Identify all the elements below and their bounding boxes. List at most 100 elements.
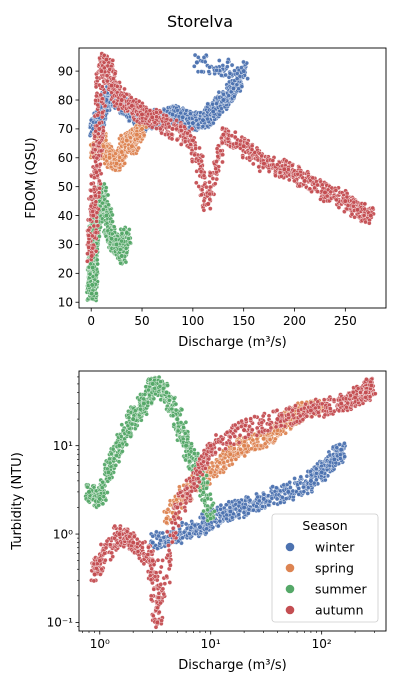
scatter-point <box>338 453 342 457</box>
scatter-point <box>119 261 123 265</box>
turbidity-vs-discharge-plot: 10⁰ 10¹ 10²10⁻¹10⁰10¹Discharge (m³/s)Turbi… <box>10 371 386 673</box>
scatter-point <box>329 190 333 194</box>
scatter-point <box>351 204 355 208</box>
scatter-point <box>95 156 99 160</box>
data-point <box>261 436 266 441</box>
data-point <box>195 60 200 65</box>
scatter-point <box>286 167 290 171</box>
data-point <box>191 121 196 126</box>
data-point <box>104 213 109 218</box>
scatter-point <box>197 146 201 150</box>
scatter-point <box>206 102 210 106</box>
scatter-point <box>184 522 188 526</box>
data-point <box>104 57 109 62</box>
scatter-point <box>232 446 236 450</box>
scatter-point <box>91 209 95 213</box>
scatter-point <box>220 160 224 164</box>
scatter-point <box>94 200 98 204</box>
scatter-point <box>187 121 191 125</box>
scatter-point <box>112 225 116 229</box>
data-point <box>302 179 307 184</box>
scatter-point <box>155 115 159 119</box>
scatter-point <box>274 486 278 490</box>
scatter-point <box>154 110 158 114</box>
scatter-point <box>96 113 100 117</box>
scatter-point <box>158 110 162 114</box>
scatter-point <box>202 174 206 178</box>
scatter-point <box>200 188 204 192</box>
scatter-point <box>179 111 183 115</box>
data-point <box>164 516 169 521</box>
x-tick-label: 150 <box>232 314 255 328</box>
scatter-point <box>297 492 301 496</box>
scatter-point <box>337 205 341 209</box>
scatter-point <box>334 188 338 192</box>
scatter-point <box>100 97 104 101</box>
scatter-point <box>273 174 277 178</box>
scatter-point <box>92 224 96 228</box>
scatter-point <box>230 63 234 67</box>
scatter-point <box>98 186 102 190</box>
data-point <box>282 167 287 172</box>
scatter-point <box>91 246 95 250</box>
data-point <box>89 254 94 259</box>
scatter-point <box>219 73 223 77</box>
scatter-point <box>363 202 367 206</box>
scatter-point <box>215 177 219 181</box>
scatter-point <box>154 126 158 130</box>
data-point <box>369 213 374 218</box>
scatter-point <box>90 234 94 238</box>
y-tick-label: 90 <box>58 64 73 78</box>
scatter-point <box>88 272 92 276</box>
scatter-point <box>211 176 215 180</box>
scatter-point <box>94 249 98 253</box>
y-tick-label: 70 <box>58 122 73 136</box>
scatter-point <box>233 130 237 134</box>
scatter-point <box>100 110 104 114</box>
scatter-point <box>105 79 109 83</box>
scatter-point <box>211 102 215 106</box>
data-point <box>97 127 102 132</box>
scatter-point <box>221 126 225 130</box>
scatter-point <box>268 438 272 442</box>
y-tick-label: 30 <box>58 238 73 252</box>
scatter-point <box>101 207 105 211</box>
scatter-point <box>156 534 160 538</box>
scatter-point <box>221 511 225 515</box>
scatter-point <box>335 446 339 450</box>
scatter-point <box>87 228 91 232</box>
scatter-point <box>94 291 98 295</box>
scatter-point <box>206 117 210 121</box>
scatter-point <box>169 118 173 122</box>
data-point <box>130 104 135 109</box>
data-point <box>114 161 119 166</box>
scatter-point <box>297 486 301 490</box>
scatter-point <box>124 260 128 264</box>
scatter-point <box>261 505 265 509</box>
scatter-point <box>89 204 93 208</box>
data-point <box>119 98 124 103</box>
scatter-point <box>190 127 194 131</box>
data-point <box>211 109 216 114</box>
figure-title: Storelva <box>167 12 233 31</box>
scatter-point <box>241 60 245 64</box>
x-tick-label: 50 <box>134 314 149 328</box>
data-point <box>242 443 247 448</box>
scatter-point <box>342 441 346 445</box>
scatter-point <box>193 523 197 527</box>
scatter-point <box>94 94 98 98</box>
scatter-point <box>94 231 98 235</box>
scatter-point <box>306 491 310 495</box>
data-point <box>91 213 96 218</box>
scatter-point <box>305 474 309 478</box>
scatter-point <box>253 447 257 451</box>
scatter-point <box>234 141 238 145</box>
scatter-point <box>251 438 255 442</box>
data-point <box>343 199 348 204</box>
scatter-point <box>311 176 315 180</box>
data-point <box>241 144 246 149</box>
scatter-point <box>188 112 192 116</box>
data-point <box>150 115 155 120</box>
scatter-point <box>260 154 264 158</box>
